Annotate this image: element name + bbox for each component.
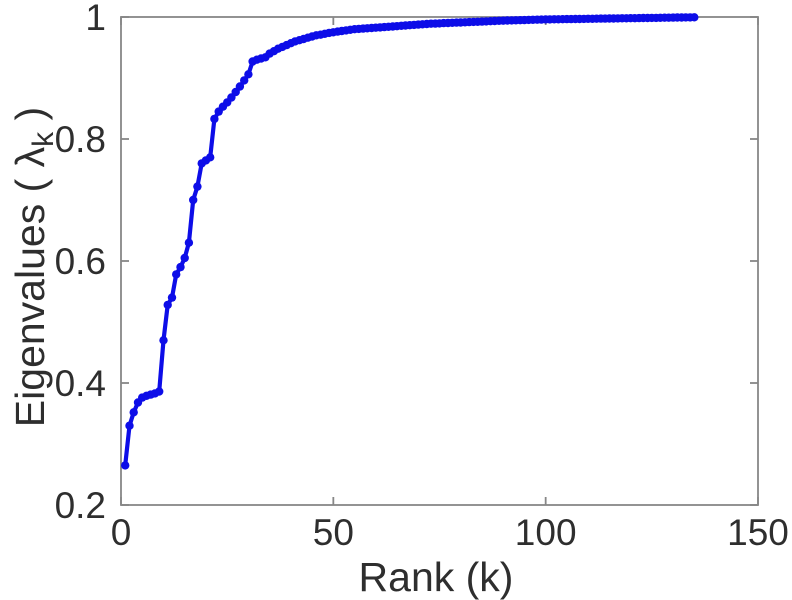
x-tick-label: 50 [313, 512, 354, 553]
data-point-marker [121, 461, 130, 470]
data-point-marker [167, 293, 177, 302]
data-point-marker [235, 82, 245, 91]
y-axis-label-suffix: ) [7, 107, 53, 132]
data-point-marker [180, 253, 189, 263]
y-tick-labels: 0.2 0.4 0.6 0.8 1 [55, 0, 106, 526]
data-point-marker [206, 153, 215, 162]
data-point-marker [210, 114, 219, 124]
y-tick-label: 0.6 [55, 241, 106, 282]
data-point-marker [159, 336, 168, 345]
data-point-marker [189, 195, 198, 205]
data-point-marker [244, 70, 253, 79]
y-axis-label: Eigenvalues ( λk ) [7, 107, 60, 427]
data-point-marker [690, 13, 699, 22]
x-tick-label: 150 [727, 512, 789, 553]
data-point-marker [163, 300, 172, 310]
data-point-marker [193, 182, 202, 191]
x-axis-label: Rank (k) [359, 554, 514, 600]
y-tick-label: 0.8 [55, 119, 106, 160]
data-point-marker [129, 408, 138, 417]
x-tick-labels: 0 50 100 150 [111, 512, 789, 553]
y-axis-ticks [121, 16, 758, 506]
axes-box [120, 16, 759, 506]
x-axis-ticks [120, 17, 759, 505]
eigenvalue-curve [123, 15, 697, 468]
data-point-marker [125, 421, 134, 430]
data-series [121, 13, 699, 470]
y-axis-label-prefix: Eigenvalues ( λ [7, 146, 53, 427]
data-point-marker [155, 387, 164, 396]
data-point-marker [240, 76, 249, 85]
x-tick-label: 100 [515, 512, 577, 553]
y-tick-label: 0.2 [55, 485, 106, 526]
y-tick-label: 0.4 [55, 363, 106, 404]
plot-area: 0 50 100 150 0.2 0.4 0.6 0.8 1 [55, 0, 789, 553]
data-point-marker [176, 262, 185, 272]
y-tick-label: 1 [85, 0, 106, 38]
data-point-marker [172, 270, 181, 279]
x-tick-label: 0 [111, 512, 132, 553]
data-point-marker [184, 238, 194, 247]
y-axis-label-subscript: k [27, 131, 60, 147]
